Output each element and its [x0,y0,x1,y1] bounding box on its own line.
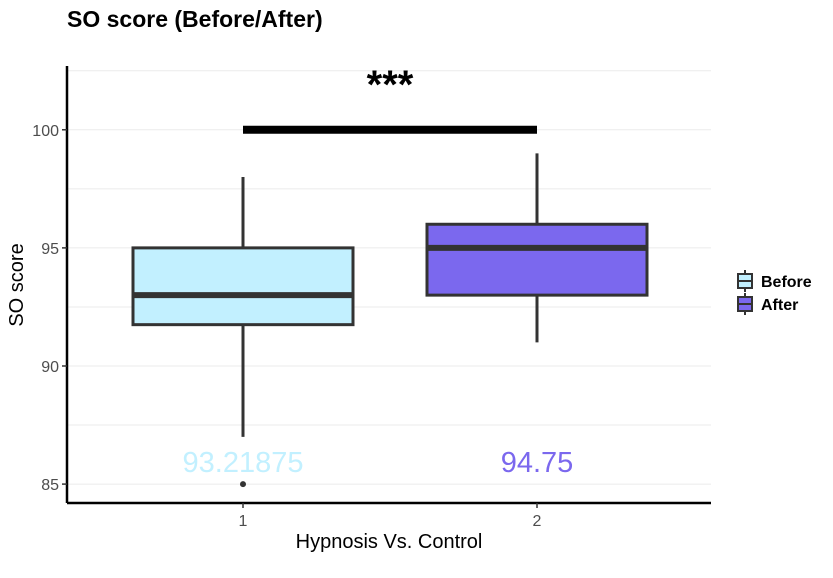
y-tick-label: 90 [41,359,59,376]
box-before [131,177,355,488]
box-iqr [131,246,355,327]
significance-bar: *** [243,63,537,134]
x-tick-label: 2 [533,513,542,530]
boxes [131,153,649,488]
y-tick-label: 85 [41,477,59,494]
y-axis-title: SO score [6,243,28,326]
x-axis-title: Hypnosis Vs. Control [296,531,483,553]
legend-item-before: Before [737,270,812,292]
mean-label-before: 93.21875 [183,447,304,479]
mean-labels: 93.21875 94.75 [183,447,574,479]
box-iqr [425,222,649,297]
legend-label: After [761,297,798,314]
chart-title: SO score (Before/After) [67,6,323,32]
legend: Before After [737,270,812,315]
y-tick-label: 95 [41,241,59,258]
box-after [425,153,649,343]
legend-item-after: After [737,293,798,315]
significance-label: *** [367,63,414,107]
mean-label-after: 94.75 [501,447,574,479]
axes: 85 90 95 100 1 2 [32,66,711,530]
x-tick-label: 1 [239,513,248,530]
y-tick-label: 100 [32,123,59,140]
legend-label: Before [761,274,812,291]
outlier-point [240,481,246,488]
